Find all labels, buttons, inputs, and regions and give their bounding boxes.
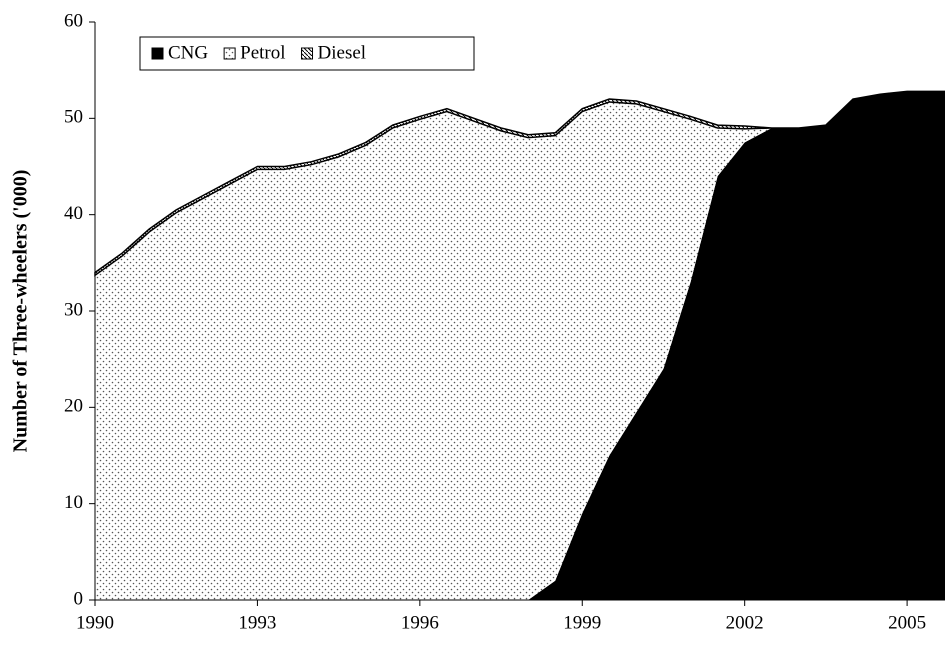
area [95, 91, 945, 601]
legend-swatch [223, 47, 236, 60]
legend-box [139, 36, 475, 71]
y-tick-label: 50 [64, 107, 83, 128]
y-tick-label: 0 [74, 588, 84, 609]
legend-label: Petrol [240, 42, 285, 63]
x-tick-label: 1999 [563, 612, 601, 633]
x-tick-label: 2002 [726, 612, 764, 633]
y-tick-label: 20 [64, 396, 83, 417]
legend-swatch [301, 47, 314, 60]
area [95, 91, 945, 601]
y-tick-label: 10 [64, 492, 83, 513]
y-axis-title: Number of Three-wheelers ('000) [10, 170, 32, 453]
x-tick-label: 1990 [76, 612, 114, 633]
y-tick-label: 30 [64, 299, 83, 320]
legend-swatch [151, 47, 164, 60]
y-tick-label: 60 [64, 10, 83, 31]
y-tick-label: 40 [64, 203, 83, 224]
area [94, 90, 945, 277]
legend-label: CNG [168, 42, 208, 63]
legend-label: Diesel [318, 42, 367, 63]
x-tick-label: 1993 [238, 612, 276, 633]
x-tick-label: 2005 [888, 612, 926, 633]
x-tick-label: 1996 [401, 612, 439, 633]
